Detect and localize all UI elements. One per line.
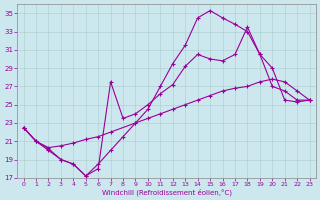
X-axis label: Windchill (Refroidissement éolien,°C): Windchill (Refroidissement éolien,°C): [101, 188, 232, 196]
